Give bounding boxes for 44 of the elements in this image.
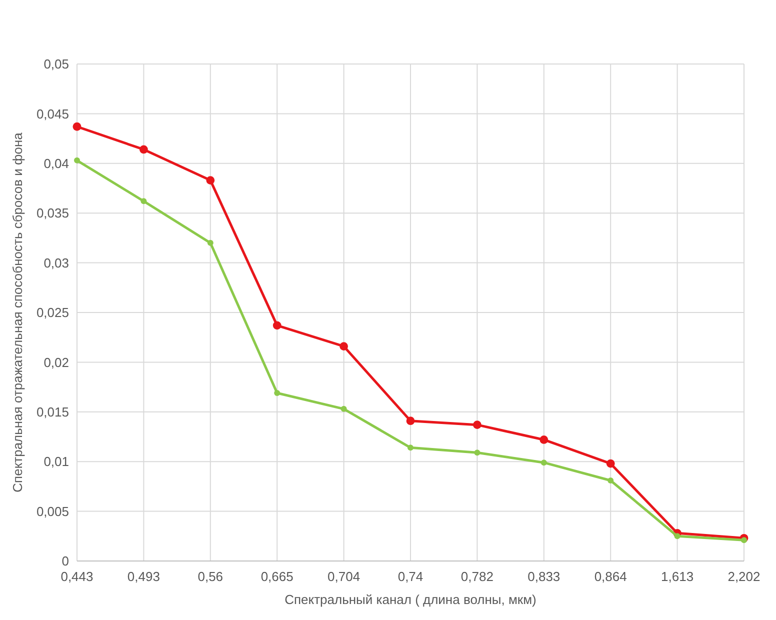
x-tick-label: 1,613 [661, 569, 694, 584]
y-tick-label: 0,05 [44, 56, 69, 72]
point [140, 145, 148, 154]
point [606, 459, 615, 468]
y-tick-label: 0,025 [36, 305, 69, 320]
point [274, 390, 280, 396]
point [540, 436, 548, 444]
point [72, 122, 82, 131]
point [674, 533, 680, 540]
x-axis-title: Спектральный канал ( длина волны, мкм) [284, 592, 536, 607]
x-tick-label: 0,864 [594, 569, 627, 584]
y-axis-title: Спектральная отражательная способность сбросов и фона [10, 132, 25, 492]
x-tick-label: 0,493 [127, 569, 160, 584]
x-tick-label: 0,665 [260, 569, 294, 584]
y-tick-label: 0,015 [36, 404, 69, 420]
y-tick-label: 0,02 [44, 354, 69, 370]
point [340, 342, 348, 350]
y-tick-label: 0,005 [36, 504, 69, 519]
x-tick-label: 0,782 [460, 569, 494, 584]
x-tick-label: 0,56 [198, 569, 224, 584]
x-tick-label: 0,704 [328, 569, 360, 584]
point [74, 157, 80, 164]
y-tick-label: 0,035 [36, 206, 69, 221]
x-tick-label: 2,202 [728, 569, 760, 584]
point [474, 450, 480, 456]
point [540, 460, 547, 466]
point [473, 420, 482, 430]
y-tick-label: 0,045 [36, 106, 69, 122]
point [608, 477, 614, 484]
x-tick-label: 0,443 [60, 569, 94, 584]
point [140, 198, 147, 204]
point [408, 444, 414, 451]
y-tick-label: 0,03 [44, 255, 69, 270]
point [741, 537, 747, 544]
point [406, 416, 415, 426]
y-tick-label: 0 [62, 554, 69, 569]
y-tick-label: 0,04 [44, 156, 69, 171]
y-tick-label: 0,01 [44, 454, 69, 470]
point [272, 321, 282, 330]
point [206, 176, 215, 184]
point [340, 406, 347, 412]
x-tick-label: 0,74 [398, 569, 424, 584]
x-tick-label: 0,833 [528, 569, 560, 584]
point [207, 240, 214, 246]
